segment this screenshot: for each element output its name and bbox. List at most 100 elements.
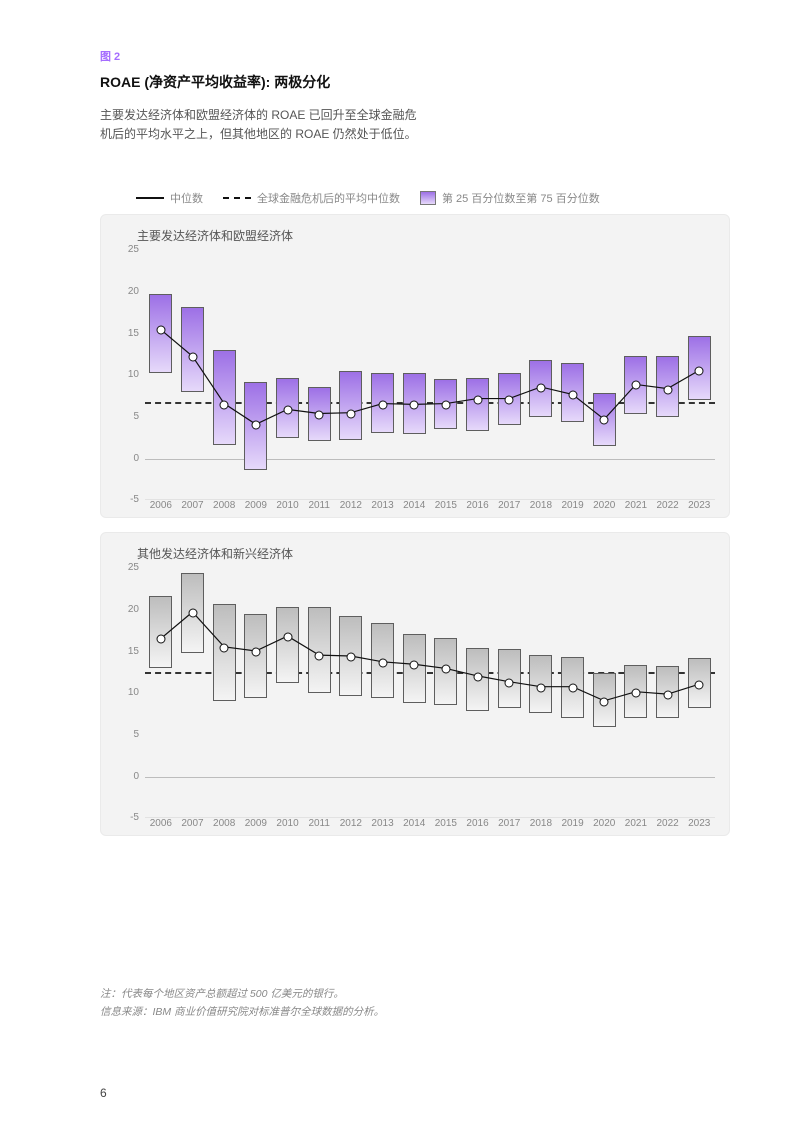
dashed-line-icon: [223, 197, 251, 199]
median-line: [145, 568, 715, 817]
x-tick-label: 2013: [367, 818, 399, 829]
page-number: 6: [100, 1086, 107, 1100]
median-marker: [505, 395, 514, 404]
median-marker: [536, 683, 545, 692]
legend: 中位数 全球金融危机后的平均中位数 第 25 百分位数至第 75 百分位数: [100, 190, 730, 206]
x-tick-label: 2015: [430, 500, 462, 511]
x-tick-label: 2018: [525, 500, 557, 511]
legend-iqr-label: 第 25 百分位数至第 75 百分位数: [442, 190, 600, 206]
y-tick-label: -5: [130, 494, 139, 505]
x-tick-label: 2020: [588, 500, 620, 511]
x-tick-label: 2014: [398, 818, 430, 829]
x-tick-label: 2022: [652, 500, 684, 511]
median-line: [145, 250, 715, 499]
x-tick-label: 2011: [303, 818, 335, 829]
median-marker: [631, 688, 640, 697]
x-tick-label: 2019: [557, 818, 589, 829]
x-tick-label: 2012: [335, 500, 367, 511]
median-marker: [505, 678, 514, 687]
footnote-2: 信息来源：IBM 商业价值研究院对标准普尔全球数据的分析。: [100, 1004, 730, 1022]
y-tick-label: 20: [128, 604, 139, 615]
solid-line-icon: [136, 197, 164, 199]
median-marker: [188, 608, 197, 617]
y-tick-label: 25: [128, 244, 139, 255]
panel2-plot-area: [145, 568, 715, 818]
median-marker: [283, 406, 292, 415]
median-marker: [473, 672, 482, 681]
figure-description: 主要发达经济体和欧盟经济体的 ROAE 已回升至全球金融危机后的平均水平之上，但…: [100, 106, 420, 144]
x-tick-label: 2008: [208, 818, 240, 829]
median-marker: [631, 381, 640, 390]
median-marker: [695, 681, 704, 690]
x-tick-label: 2010: [272, 500, 304, 511]
x-tick-label: 2016: [462, 500, 494, 511]
x-tick-label: 2023: [683, 818, 715, 829]
y-tick-label: -5: [130, 812, 139, 823]
x-tick-label: 2023: [683, 500, 715, 511]
panel1-title: 主要发达经济体和欧盟经济体: [137, 227, 715, 244]
median-marker: [378, 400, 387, 409]
median-marker: [600, 697, 609, 706]
x-tick-label: 2009: [240, 500, 272, 511]
x-tick-label: 2014: [398, 500, 430, 511]
x-tick-label: 2007: [177, 500, 209, 511]
median-marker: [473, 395, 482, 404]
median-marker: [568, 683, 577, 692]
median-marker: [663, 691, 672, 700]
x-tick-label: 2006: [145, 500, 177, 511]
median-marker: [251, 647, 260, 656]
y-tick-label: 25: [128, 562, 139, 573]
footnotes: 注：代表每个地区资产总额超过 500 亿美元的银行。 信息来源：IBM 商业价值…: [100, 986, 730, 1022]
x-tick-label: 2021: [620, 818, 652, 829]
x-tick-label: 2016: [462, 818, 494, 829]
x-tick-label: 2006: [145, 818, 177, 829]
chart-panel-advanced-eu: 主要发达经济体和欧盟经济体 2520151050-5 2006200720082…: [100, 214, 730, 518]
x-tick-label: 2012: [335, 818, 367, 829]
median-marker: [695, 367, 704, 376]
y-tick-label: 0: [133, 771, 139, 782]
x-tick-label: 2010: [272, 818, 304, 829]
median-marker: [156, 326, 165, 335]
median-marker: [663, 385, 672, 394]
panel2-y-axis: 2520151050-5: [115, 568, 145, 818]
panel1-y-axis: 2520151050-5: [115, 250, 145, 500]
x-tick-label: 2021: [620, 500, 652, 511]
median-marker: [315, 651, 324, 660]
y-tick-label: 5: [133, 729, 139, 740]
y-tick-label: 0: [133, 453, 139, 464]
median-marker: [378, 658, 387, 667]
figure-label: 图 2: [100, 48, 730, 64]
x-tick-label: 2017: [493, 818, 525, 829]
x-tick-label: 2017: [493, 500, 525, 511]
panel1-plot-area: [145, 250, 715, 500]
x-tick-label: 2018: [525, 818, 557, 829]
median-marker: [410, 661, 419, 670]
median-marker: [536, 383, 545, 392]
median-marker: [568, 391, 577, 400]
median-marker: [410, 401, 419, 410]
median-marker: [441, 665, 450, 674]
x-tick-label: 2013: [367, 500, 399, 511]
x-tick-label: 2008: [208, 500, 240, 511]
legend-avg: 全球金融危机后的平均中位数: [223, 190, 400, 206]
x-tick-label: 2019: [557, 500, 589, 511]
y-tick-label: 20: [128, 286, 139, 297]
median-marker: [346, 409, 355, 418]
legend-median-label: 中位数: [170, 190, 203, 206]
median-marker: [220, 400, 229, 409]
median-marker: [441, 400, 450, 409]
y-tick-label: 15: [128, 646, 139, 657]
panel2-x-axis: 2006200720082009201020112012201320142015…: [145, 818, 715, 829]
y-tick-label: 10: [128, 369, 139, 380]
x-tick-label: 2015: [430, 818, 462, 829]
y-tick-label: 15: [128, 328, 139, 339]
x-tick-label: 2009: [240, 818, 272, 829]
y-tick-label: 5: [133, 411, 139, 422]
median-marker: [283, 632, 292, 641]
legend-median: 中位数: [136, 190, 203, 206]
median-marker: [315, 410, 324, 419]
panel2-title: 其他发达经济体和新兴经济体: [137, 545, 715, 562]
median-marker: [156, 635, 165, 644]
iqr-box-icon: [420, 191, 436, 205]
legend-iqr: 第 25 百分位数至第 75 百分位数: [420, 190, 600, 206]
